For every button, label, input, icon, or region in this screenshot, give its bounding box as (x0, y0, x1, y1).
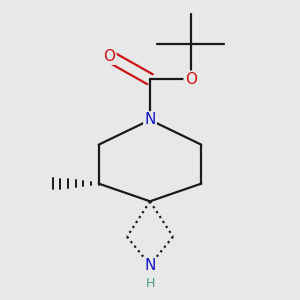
Text: N: N (144, 257, 156, 272)
Text: O: O (185, 72, 197, 87)
Text: N: N (144, 112, 156, 128)
Text: H: H (145, 277, 155, 290)
Text: N: N (144, 258, 156, 273)
Text: O: O (103, 49, 115, 64)
